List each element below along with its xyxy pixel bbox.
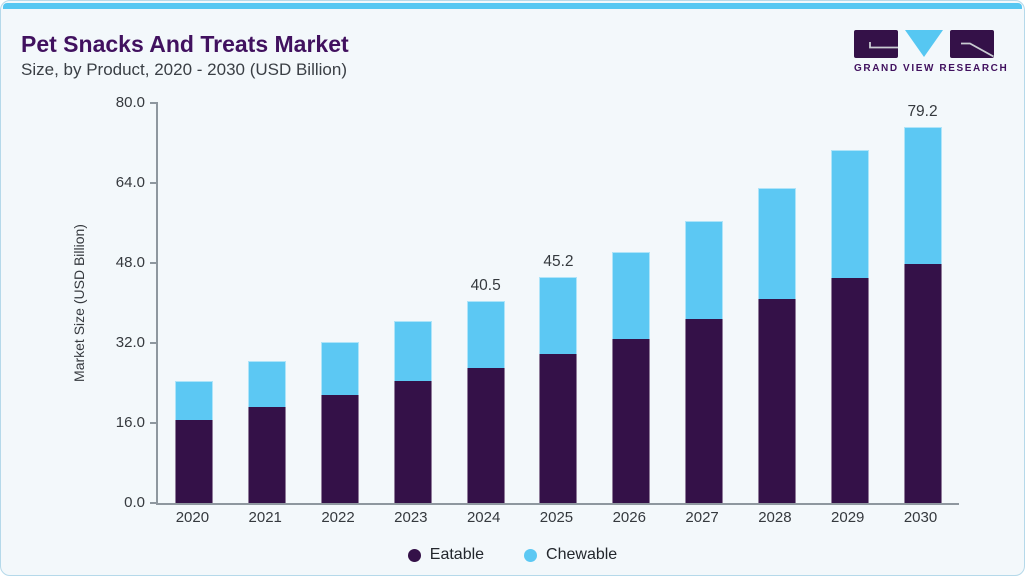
bar-2028 [741,103,814,503]
y-tick-label-64.0: 64.0 [115,174,145,191]
y-tick-mark [150,502,158,504]
page-subtitle: Size, by Product, 2020 - 2030 (USD Billi… [21,60,347,79]
bar-segment-eatable-2024 [466,368,505,503]
bar-segment-eatable-2023 [393,380,432,503]
bar-2029 [813,103,886,503]
bar-segment-chewable-2022 [321,342,360,395]
bar-segment-chewable-2021 [248,360,287,407]
bar-segment-chewable-2024 [466,300,505,368]
bar-segment-eatable-2026 [612,338,651,503]
x-axis-labels: 2020 2021 2022 2023 2024 2025 2026 2027 2028 2029… [156,509,957,526]
logo-v-triangle-icon [905,30,943,57]
bar-segment-chewable-2023 [393,320,432,381]
legend-label-chewable: Chewable [546,546,618,563]
x-tick-label-2029: 2029 [831,509,865,526]
x-tick-label-2026: 2026 [612,509,646,526]
x-tick-label-2024: 2024 [466,509,501,526]
bar-segment-eatable-2029 [830,278,869,503]
bar-segment-eatable-2021 [248,406,287,503]
x-tick-label-2020: 2020 [175,509,210,526]
x-tick-label-2023: 2023 [394,509,428,526]
y-tick-label-80.0: 80.0 [115,94,145,111]
bar-2020 [158,103,231,503]
bar-segment-eatable-2022 [321,394,360,503]
logo-text: GRAND VIEW RESEARCH [854,63,1009,74]
y-axis-title: Market Size (USD Billion) [71,224,87,382]
bars-container: 40.5 45.2 79.2 [158,103,959,503]
bar-segment-eatable-2028 [757,298,796,503]
bar-segment-chewable-2020 [175,381,214,420]
legend-item-eatable: Eatable [407,546,485,564]
page-title: Pet Snacks And Treats Market [21,31,349,57]
bar-segment-eatable-2027 [685,318,724,503]
logo-g-block-icon [854,30,898,58]
x-tick-label-2028: 2028 [758,509,792,526]
y-tick-label-16.0: 16.0 [115,414,145,431]
bar-2030: 79.2 [886,103,959,503]
gvr-logo-marks [854,30,994,58]
y-tick-label-32.0: 32.0 [115,334,145,351]
y-tick-label-48.0: 48.0 [115,254,145,271]
bar-segment-chewable-2026 [612,251,651,339]
x-tick-label-2021: 2021 [248,509,282,526]
legend-dot-chewable-icon [524,548,538,562]
bar-2023 [376,103,449,503]
y-tick-mark [150,262,158,264]
bar-segment-chewable-2025 [539,277,578,354]
bar-2022 [304,103,377,503]
y-tick-mark [150,102,158,104]
bar-total-label-2030: 79.2 [907,103,938,120]
x-tick-label-2027: 2027 [685,509,719,526]
bar-segment-chewable-2030 [903,127,942,265]
card-accent-strip [3,3,1022,9]
gvr-logo: GRAND VIEW RESEARCH [854,30,1009,74]
legend-item-chewable: Chewable [524,546,617,564]
bar-segment-eatable-2025 [539,353,578,503]
y-tick-mark [150,342,158,344]
x-tick-label-2030: 2030 [903,509,938,526]
plot-area: 40.5 45.2 79.2 0.0 16.0 32.0 48.0 64.0 80.0 [116,94,959,511]
bar-2026 [595,103,668,503]
y-tick-mark [150,422,158,424]
legend-label-eatable: Eatable [429,546,485,563]
y-tick-label-0.0: 0.0 [124,494,145,511]
bar-segment-eatable-2030 [903,264,942,503]
bar-total-label-2025: 45.2 [543,253,574,270]
bar-segment-chewable-2029 [830,150,869,278]
legend: Eatable Chewable [1,546,1024,564]
bar-2027 [668,103,741,503]
logo-r-block-icon [950,30,994,58]
bar-segment-chewable-2028 [757,187,796,299]
y-tick-mark [150,182,158,184]
x-tick-label-2022: 2022 [321,509,355,526]
bar-2021 [231,103,304,503]
bar-total-label-2024: 40.5 [470,276,501,294]
bar-2025: 45.2 [522,103,595,503]
bar-2024: 40.5 [449,103,522,503]
bar-segment-eatable-2020 [175,419,214,503]
bar-segment-chewable-2027 [685,220,724,319]
legend-dot-eatable-icon [407,548,421,562]
x-tick-label-2025: 2025 [539,509,574,526]
